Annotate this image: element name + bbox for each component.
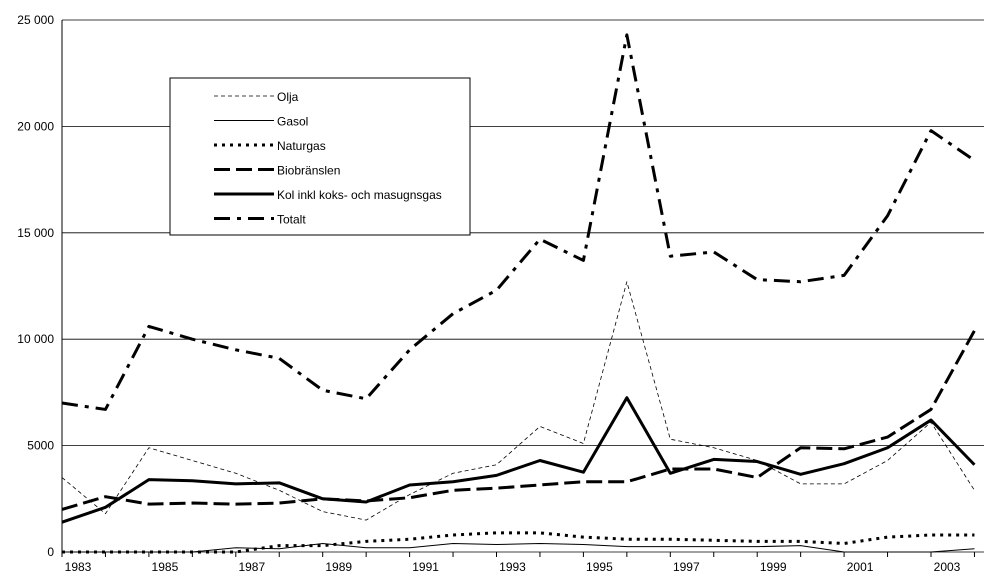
series-line	[62, 531, 975, 554]
y-tick-label: 15 000	[17, 226, 54, 240]
series-line	[61, 329, 976, 511]
x-tick-label: 1991	[412, 560, 439, 574]
legend-label: Kol inkl koks- och masugnsgas	[277, 188, 442, 202]
series-line	[62, 542, 975, 553]
legend-label: Biobränslen	[277, 164, 340, 178]
x-tick-label: 1989	[325, 560, 352, 574]
x-tick-label: 1995	[586, 560, 613, 574]
legend-box	[169, 77, 471, 236]
x-tick-label: 1983	[65, 560, 92, 574]
y-tick-label: 5000	[27, 439, 54, 453]
legend-label: Totalt	[277, 213, 306, 227]
legend-label: Gasol	[277, 115, 308, 129]
x-tick-label: 2003	[934, 560, 961, 574]
x-tick-label: 2001	[847, 560, 874, 574]
x-tick-label: 1993	[499, 560, 526, 574]
legend-label: Naturgas	[277, 139, 326, 153]
y-tick-label: 20 000	[17, 119, 54, 133]
series-line	[61, 33, 976, 411]
x-tick-label: 1985	[152, 560, 179, 574]
legend-label: Olja	[277, 90, 299, 104]
y-tick-label: 25 000	[17, 13, 54, 27]
x-tick-label: 1997	[673, 560, 700, 574]
x-tick-label: 1987	[238, 560, 265, 574]
y-tick-label: 0	[47, 545, 54, 559]
y-tick-label: 10 000	[17, 332, 54, 346]
series-line	[61, 281, 975, 521]
series-line	[61, 396, 976, 524]
x-tick-label: 1999	[760, 560, 787, 574]
